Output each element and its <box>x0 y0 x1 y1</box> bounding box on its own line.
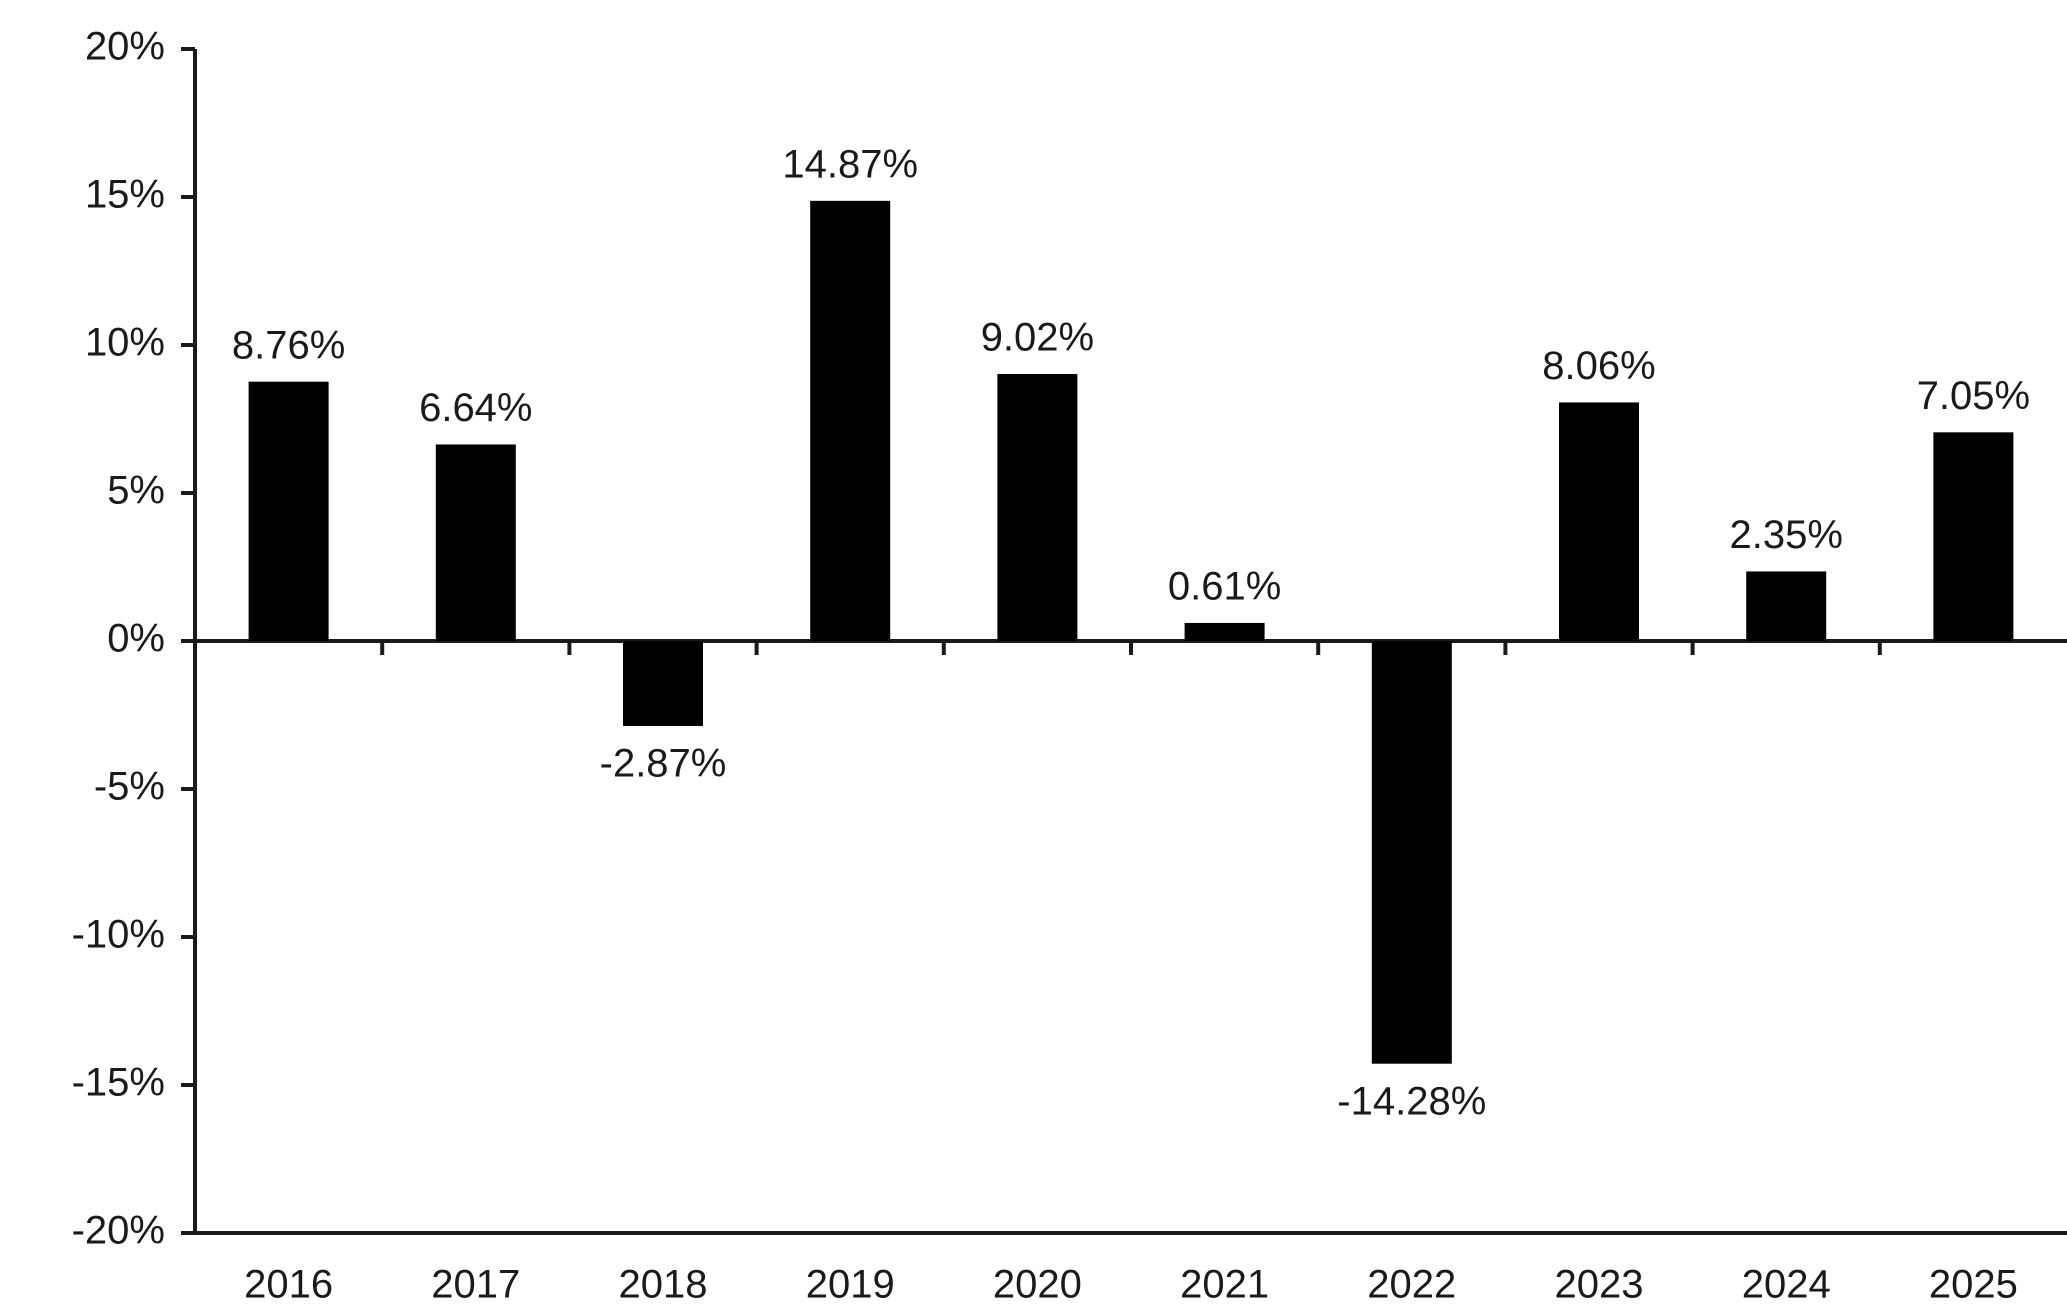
y-tick-label: 5% <box>107 469 165 513</box>
y-tick-label: -10% <box>72 913 165 957</box>
value-label: 6.64% <box>419 386 532 430</box>
bar <box>1184 622 1265 641</box>
bar <box>623 641 703 726</box>
x-tick-label: 2017 <box>431 1263 520 1307</box>
x-tick-label: 2016 <box>244 1263 333 1307</box>
x-tick-label: 2020 <box>993 1263 1082 1307</box>
y-tick-label: -5% <box>94 765 165 809</box>
x-tick-label: 2021 <box>1180 1263 1269 1307</box>
value-label: 14.87% <box>782 142 918 186</box>
x-tick-label: 2022 <box>1367 1263 1456 1307</box>
value-label: 8.06% <box>1542 344 1655 388</box>
value-label: -14.28% <box>1337 1079 1486 1123</box>
y-tick-label: 20% <box>85 25 165 69</box>
x-tick-label: 2019 <box>806 1263 895 1307</box>
bar <box>435 444 516 641</box>
value-label: 8.76% <box>232 323 345 367</box>
x-tick-label: 2023 <box>1555 1263 1644 1307</box>
bar <box>1746 571 1827 641</box>
x-tick-label: 2018 <box>619 1263 708 1307</box>
value-label: 0.61% <box>1168 565 1281 609</box>
bar <box>1933 432 2014 641</box>
y-tick-label: 0% <box>107 617 165 661</box>
value-label: 7.05% <box>1917 374 2030 418</box>
bar <box>810 200 891 641</box>
bar <box>1559 402 1639 641</box>
value-label: -2.87% <box>600 742 727 786</box>
x-tick-label: 2025 <box>1929 1263 2018 1307</box>
y-tick-label: -20% <box>72 1209 165 1253</box>
y-tick-label: 10% <box>85 321 165 365</box>
bar <box>1371 641 1452 1064</box>
value-label: 2.35% <box>1729 513 1842 557</box>
value-label: 9.02% <box>981 316 1094 360</box>
x-tick-label: 2024 <box>1742 1263 1831 1307</box>
y-tick-label: -15% <box>72 1061 165 1105</box>
y-tick-label: 15% <box>85 173 165 217</box>
bar <box>997 374 1078 641</box>
bar <box>248 381 329 641</box>
